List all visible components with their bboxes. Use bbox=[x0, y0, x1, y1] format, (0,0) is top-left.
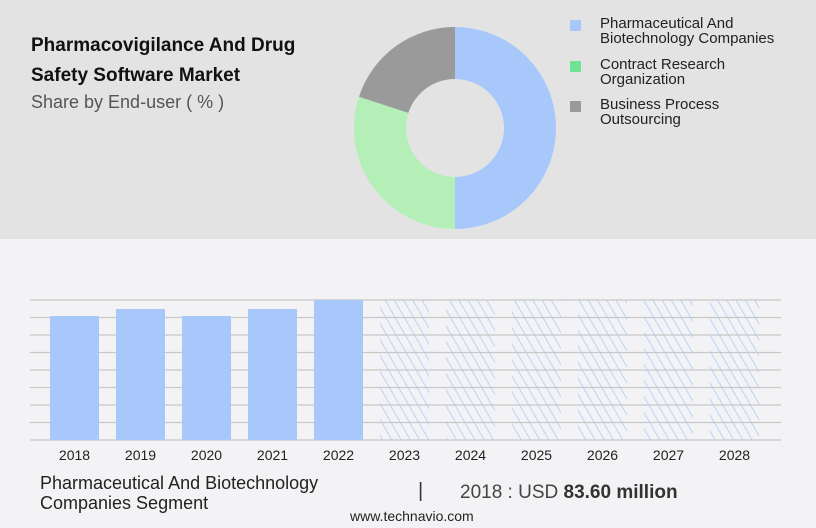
value-amount: 83.60 million bbox=[563, 482, 678, 503]
title-line-2: Safety Software Market bbox=[31, 65, 241, 86]
legend-label: Contract Research Organization bbox=[600, 56, 726, 88]
x-tick-label: 2028 bbox=[719, 447, 750, 463]
forecast-bar bbox=[380, 300, 429, 440]
x-tick-label: 2020 bbox=[191, 447, 222, 463]
segment-label: Pharmaceutical And Biotechnology Compani… bbox=[40, 473, 318, 513]
legend-swatch bbox=[570, 61, 581, 72]
x-tick-label: 2024 bbox=[455, 447, 486, 463]
bar bbox=[248, 309, 297, 440]
bar bbox=[182, 316, 231, 440]
x-tick-label: 2025 bbox=[521, 447, 552, 463]
x-tick-label: 2026 bbox=[587, 447, 618, 463]
bar bbox=[314, 300, 363, 440]
legend: Pharmaceutical And Biotechnology Compani… bbox=[570, 15, 800, 135]
x-tick-label: 2019 bbox=[125, 447, 156, 463]
forecast-bar bbox=[578, 300, 627, 440]
legend-item: Pharmaceutical And Biotechnology Compani… bbox=[570, 15, 790, 51]
chart-subtitle: Share by End-user ( % ) bbox=[31, 92, 225, 112]
forecast-bar bbox=[644, 300, 693, 440]
donut-slice bbox=[358, 27, 455, 113]
bar bbox=[116, 309, 165, 440]
x-tick-label: 2021 bbox=[257, 447, 288, 463]
legend-label: Pharmaceutical And Biotechnology Compani… bbox=[600, 15, 775, 47]
separator: | bbox=[418, 480, 424, 502]
legend-swatch bbox=[570, 101, 581, 112]
segment-value: 2018 : USD 83.60 million bbox=[460, 482, 678, 504]
x-tick-label: 2018 bbox=[59, 447, 90, 463]
segment-line-2: Companies Segment bbox=[40, 493, 209, 513]
legend-swatch bbox=[570, 20, 581, 31]
segment-line-1: Pharmaceutical And Biotechnology bbox=[40, 473, 319, 493]
x-tick-label: 2022 bbox=[323, 447, 354, 463]
legend-item: Business Process Outsourcing bbox=[570, 97, 790, 133]
title-line-1: Pharmacovigilance And Drug bbox=[31, 35, 296, 56]
value-prefix: 2018 : USD bbox=[460, 482, 559, 503]
bar-chart: 2018 2019 2020 2021 2022 2023 2024 2025 2026 2027… bbox=[30, 299, 781, 463]
donut-slice bbox=[354, 96, 455, 230]
forecast-bar bbox=[512, 300, 561, 440]
x-tick-label: 2027 bbox=[653, 447, 684, 463]
bar bbox=[50, 316, 99, 440]
donut-slice bbox=[455, 27, 556, 229]
legend-item: Contract Research Organization bbox=[570, 57, 790, 93]
legend-label: Business Process Outsourcing bbox=[600, 96, 720, 128]
donut-chart bbox=[354, 27, 556, 230]
x-tick-label: 2023 bbox=[389, 447, 420, 463]
forecast-bar bbox=[710, 300, 759, 440]
website-link[interactable]: www.technavio.com bbox=[350, 508, 474, 524]
chart-title: Pharmacovigilance And Drug Safety Softwa… bbox=[31, 31, 295, 91]
forecast-bar bbox=[446, 300, 495, 440]
